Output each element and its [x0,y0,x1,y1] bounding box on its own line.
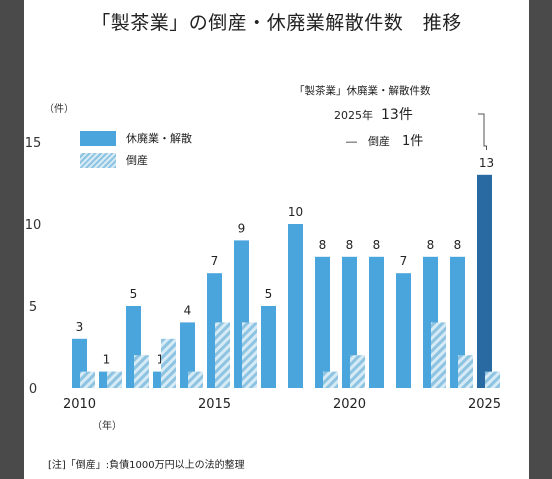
x-tick-label: 2025 [468,397,501,412]
bar-bankruptcy [188,371,203,388]
data-label-closure: 10 [288,205,303,219]
y-axis-unit: （件） [44,104,74,115]
bar-bankruptcy [458,355,473,388]
bar-closure [315,256,330,388]
data-label-closure: 1 [157,353,165,367]
x-tick-label: 2010 [63,397,96,412]
bar-bankruptcy [350,355,365,388]
bar-bankruptcy [485,371,500,388]
y-tick-label: 0 [29,382,37,397]
bar-bankruptcy [215,322,230,388]
legend-swatch-closure [80,130,116,146]
annotation-closure-count: 13件 [381,107,413,123]
legend-label-bankruptcy: 倒産 [126,154,148,167]
data-label-closure: 7 [400,254,408,268]
x-axis-unit: （年） [92,421,122,432]
y-tick-label: 10 [25,218,42,233]
y-tick-label: 5 [29,300,37,315]
legend: 休廃業・解散 倒産 [80,127,192,171]
data-label-closure: 13 [479,156,494,170]
bar-bankruptcy [161,338,176,388]
x-tick-label: 2015 [198,397,231,412]
y-tick-label: 15 [25,136,42,151]
annotation-bankruptcy-label: ― 倒産 [346,135,390,148]
bar-bankruptcy [431,322,446,388]
data-label-closure: 8 [373,238,381,252]
footnote: [注]「倒産」:負債1000万円以上の法的整理 [48,460,245,471]
bar-closure [369,256,384,388]
chart-panel: 「製茶業」の倒産・休廃業解散件数 推移 （件） 休廃業・解散 倒産 「製茶業」休… [24,0,529,479]
legend-item-closure: 休廃業・解散 [80,127,192,149]
bar-bankruptcy [323,371,338,388]
data-label-closure: 8 [427,238,435,252]
data-label-closure: 7 [211,254,219,268]
legend-swatch-bankruptcy [80,152,116,168]
bar-bankruptcy [80,371,95,388]
bar-bankruptcy [134,355,149,388]
bar-closure [477,174,492,388]
annotation-line-bankruptcy: ― 倒産 1件 [284,130,494,149]
annotation-line-closure: 2025年 13件 [284,104,494,124]
annotation-title: 「製茶業」休廃業・解散件数 [294,85,431,97]
data-label-closure: 8 [319,238,327,252]
bar-closure [288,224,303,388]
x-tick-label: 2020 [333,397,366,412]
legend-item-bankruptcy: 倒産 [80,149,192,171]
bar-closure [261,306,276,388]
annotation-connector [478,113,487,150]
data-label-closure: 8 [346,238,354,252]
chart-title: 「製茶業」の倒産・休廃業解散件数 推移 [91,12,462,34]
data-label-closure: 8 [454,238,462,252]
legend-label-closure: 休廃業・解散 [126,132,192,145]
data-label-closure: 5 [265,287,273,301]
data-label-closure: 4 [184,303,192,317]
data-label-closure: 5 [130,287,138,301]
bar-closure [396,273,411,388]
data-label-closure: 1 [103,353,111,367]
bar-bankruptcy [107,371,122,388]
bar-bankruptcy [242,322,257,388]
annotation-box: 「製茶業」休廃業・解散件数 2025年 13件 ― 倒産 1件 [284,83,494,149]
annotation-bankruptcy-count: 1件 [402,134,424,149]
data-label-closure: 3 [76,320,84,334]
data-label-closure: 9 [238,221,246,235]
annotation-year: 2025年 [334,109,373,122]
